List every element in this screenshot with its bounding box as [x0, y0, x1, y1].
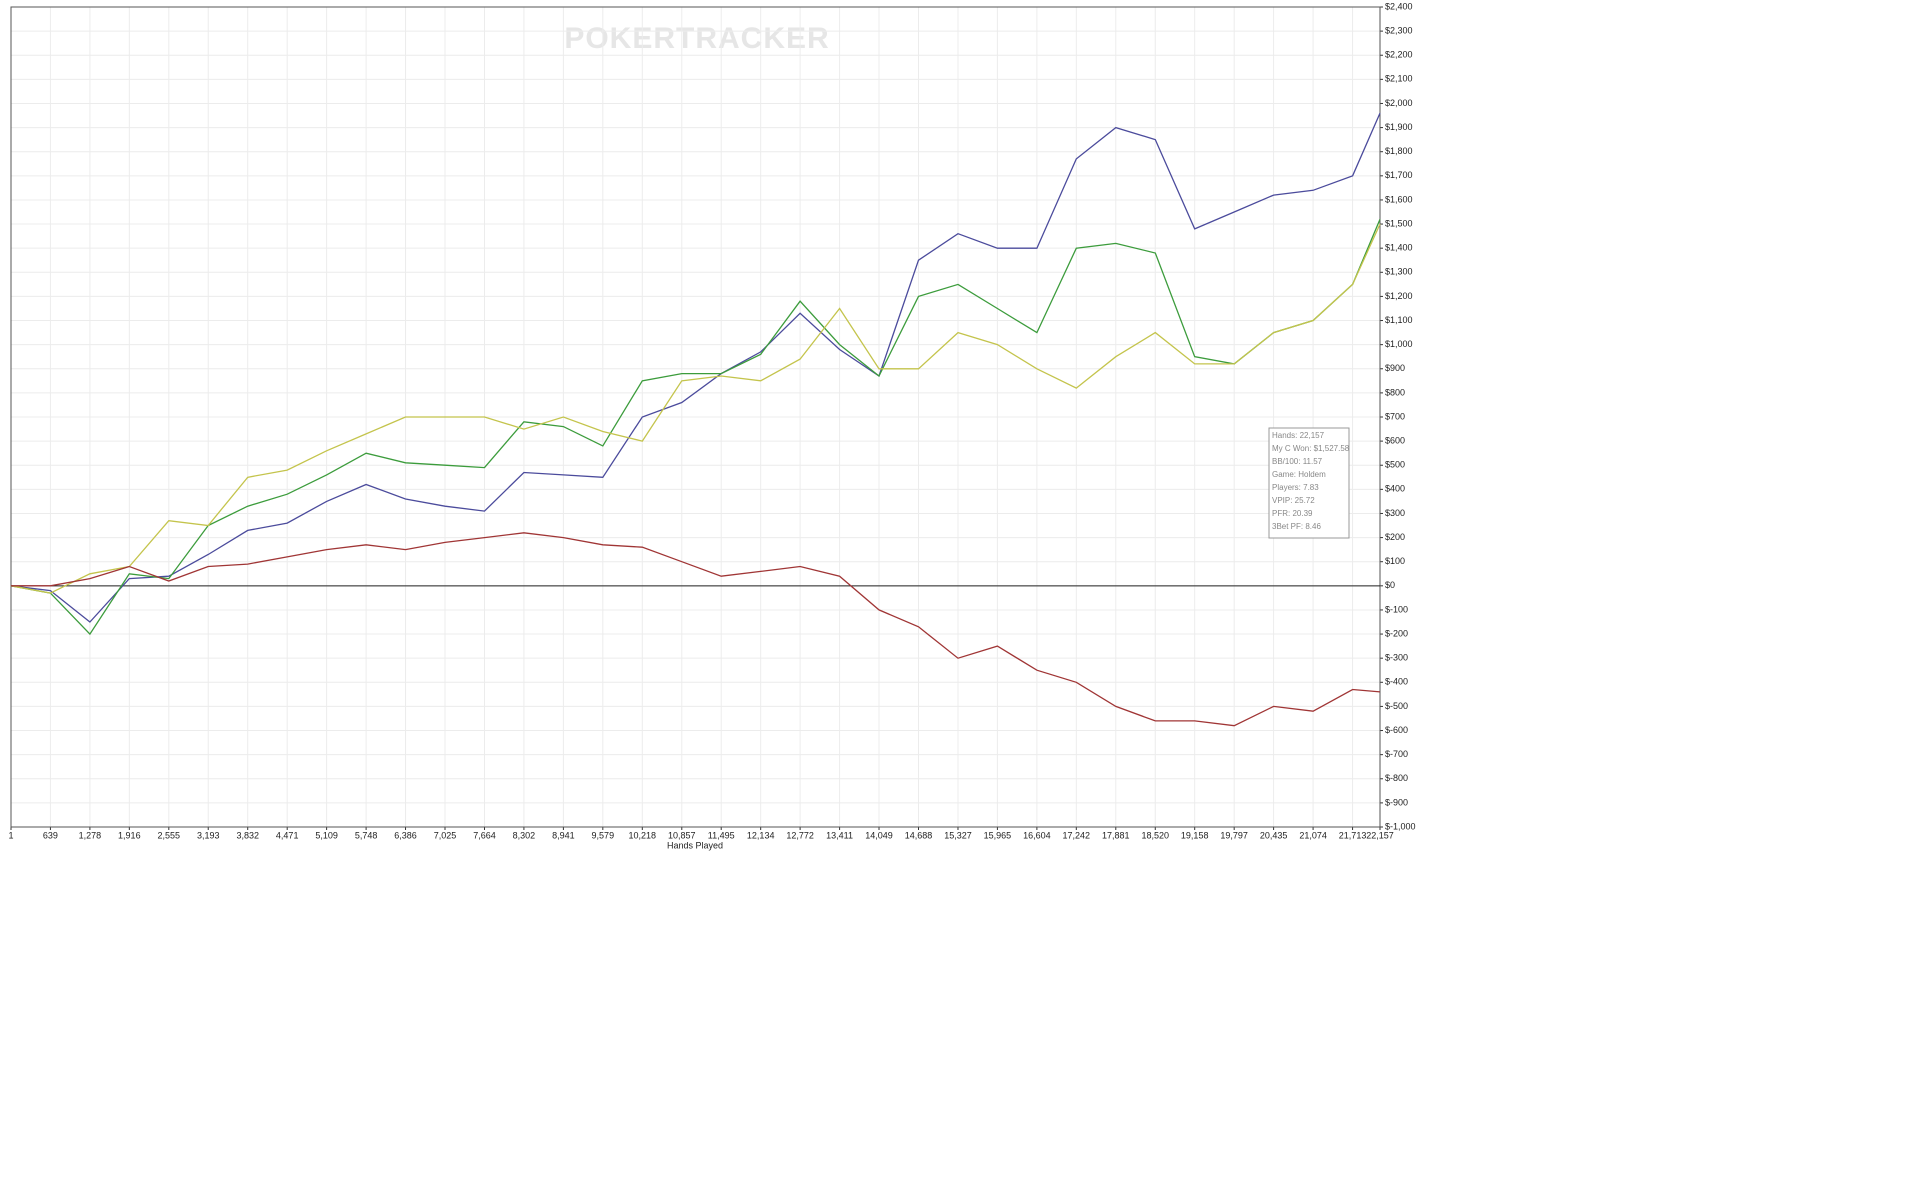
y-tick-label: $700: [1385, 411, 1405, 421]
x-tick-label: 18,520: [1142, 830, 1170, 840]
y-tick-label: $1,800: [1385, 146, 1413, 156]
x-tick-label: 21,713: [1339, 830, 1367, 840]
x-tick-label: 5,748: [355, 830, 378, 840]
y-tick-label: $400: [1385, 484, 1405, 494]
x-tick-label: 9,579: [592, 830, 615, 840]
y-tick-label: $2,300: [1385, 25, 1413, 35]
y-tick-label: $2,200: [1385, 50, 1413, 60]
y-tick-label: $1,400: [1385, 243, 1413, 253]
y-tick-label: $1,000: [1385, 339, 1413, 349]
watermark: POKERTRACKER: [564, 22, 829, 55]
x-tick-label: 1,916: [118, 830, 141, 840]
y-tick-label: $1,700: [1385, 170, 1413, 180]
y-tick-label: $300: [1385, 508, 1405, 518]
y-tick-label: $900: [1385, 363, 1405, 373]
x-tick-label: 3,193: [197, 830, 220, 840]
tooltip-line: My C Won: $1,527.58: [1272, 444, 1350, 453]
x-tick-label: 16,604: [1023, 830, 1051, 840]
x-tick-label: 7,025: [434, 830, 457, 840]
x-tick-label: 8,302: [513, 830, 536, 840]
y-tick-label: $1,300: [1385, 267, 1413, 277]
x-tick-label: 15,965: [984, 830, 1012, 840]
y-tick-label: $2,100: [1385, 74, 1413, 84]
x-tick-label: 20,435: [1260, 830, 1288, 840]
series-line: [11, 532, 1381, 727]
series-line: [10, 218, 1381, 636]
series-line: [10, 112, 1381, 623]
y-tick-label: $200: [1385, 532, 1405, 542]
x-tick-label: 4,471: [276, 830, 299, 840]
y-tick-label: $1,500: [1385, 218, 1413, 228]
x-tick-label: 10,218: [629, 830, 657, 840]
y-tick-label: $0: [1385, 580, 1395, 590]
x-tick-label: 13,411: [826, 830, 853, 840]
x-tick-label: 1,278: [79, 830, 102, 840]
y-tick-label: $1,600: [1385, 194, 1413, 204]
y-tick-label: $800: [1385, 387, 1405, 397]
x-tick-label: 7,664: [473, 830, 496, 840]
y-tick-label: $1,100: [1385, 315, 1413, 325]
x-tick-label: 1: [8, 830, 13, 840]
x-tick-label: 22,157: [1366, 830, 1394, 840]
y-tick-label: $1,900: [1385, 122, 1413, 132]
x-axis-title: Hands Played: [667, 840, 723, 850]
x-tick-label: 14,049: [865, 830, 893, 840]
x-tick-label: 19,158: [1181, 830, 1209, 840]
tooltip-line: PFR: 20.39: [1272, 509, 1313, 518]
x-tick-label: 10,857: [668, 830, 696, 840]
tooltip-line: Players: 7.83: [1272, 483, 1319, 492]
plot-frame: [10, 6, 1381, 828]
y-tick-label: $-100: [1385, 604, 1408, 614]
x-tick-label: 14,688: [905, 830, 933, 840]
y-tick-label: $500: [1385, 460, 1405, 470]
tooltip-line: Game: Holdem: [1272, 470, 1326, 479]
y-tick-label: $600: [1385, 435, 1405, 445]
x-tick-label: 12,134: [747, 830, 775, 840]
series-line: [10, 223, 1381, 594]
y-tick-label: $2,400: [1385, 1, 1413, 11]
x-tick-label: 5,109: [315, 830, 338, 840]
y-tick-label: $-500: [1385, 701, 1408, 711]
y-tick-label: $-1,000: [1385, 821, 1416, 831]
y-tick-label: $-700: [1385, 749, 1408, 759]
x-tick-label: 15,327: [944, 830, 972, 840]
x-tick-label: 17,881: [1102, 830, 1130, 840]
x-tick-label: 19,797: [1220, 830, 1248, 840]
y-tick-label: $-200: [1385, 628, 1408, 638]
tooltip-line: 3Bet PF: 8.46: [1272, 522, 1321, 531]
x-tick-label: 6,386: [394, 830, 417, 840]
x-tick-label: 17,242: [1063, 830, 1091, 840]
x-tick-label: 12,772: [786, 830, 814, 840]
y-tick-label: $100: [1385, 556, 1405, 566]
x-tick-label: 2,555: [158, 830, 181, 840]
y-tick-label: $2,000: [1385, 98, 1413, 108]
x-tick-label: 639: [43, 830, 58, 840]
x-tick-label: 11,495: [708, 830, 735, 840]
tooltip-line: Hands: 22,157: [1272, 431, 1325, 440]
tooltip-box: [1268, 427, 1350, 539]
x-tick-label: 21,074: [1299, 830, 1327, 840]
y-tick-label: $-300: [1385, 653, 1408, 663]
tooltip-line: VPIP: 25.72: [1272, 496, 1315, 505]
y-tick-label: $-400: [1385, 677, 1408, 687]
x-tick-label: 8,941: [552, 830, 575, 840]
y-tick-label: $-900: [1385, 797, 1408, 807]
y-tick-label: $1,200: [1385, 291, 1413, 301]
x-tick-label: 3,832: [236, 830, 259, 840]
y-tick-label: $-800: [1385, 773, 1408, 783]
tooltip-line: BB/100: 11.57: [1272, 457, 1323, 466]
y-tick-label: $-600: [1385, 725, 1408, 735]
